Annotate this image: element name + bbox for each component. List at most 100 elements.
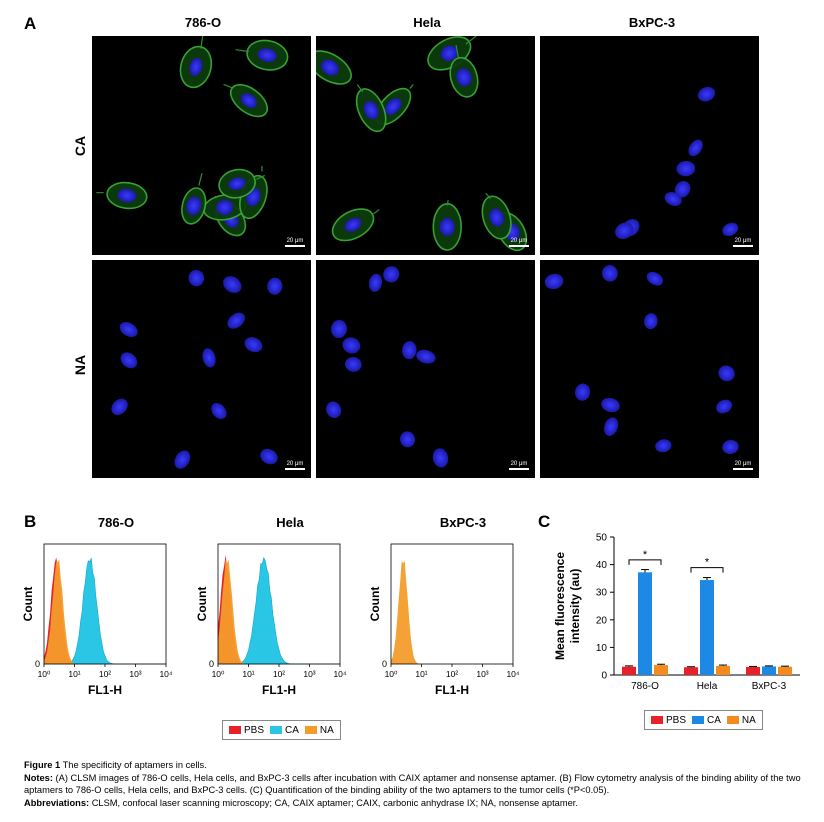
y-tick-label: 10 (596, 643, 608, 654)
bar-ca-1 (700, 580, 714, 675)
nucleus (211, 402, 227, 420)
cell (120, 352, 138, 369)
scale-bar-label: 20 μm (510, 238, 528, 244)
cell (601, 397, 620, 413)
nucleus (688, 139, 703, 157)
x-tick-label: 786-O (631, 681, 659, 692)
cell (218, 168, 266, 199)
cell (223, 83, 269, 118)
legend-item-ca: CA (692, 715, 721, 726)
legend-swatch-ca (270, 726, 283, 734)
y-axis-label: Mean fluorescence (553, 552, 567, 660)
cell (342, 337, 361, 354)
bar-ca-2 (762, 666, 776, 675)
cell (644, 313, 658, 330)
cell (202, 194, 254, 221)
legend-label-na: NA (741, 714, 756, 726)
row-label-ca: CA (72, 135, 88, 157)
legend-item-pbs: PBS (651, 715, 686, 726)
x-tick-label: BxPC-3 (752, 681, 787, 692)
cell (174, 450, 191, 469)
histogram-na (44, 559, 166, 664)
y-tick-label: 20 (596, 615, 608, 626)
bar-na-0 (654, 665, 668, 675)
cell (383, 266, 400, 283)
cell (646, 271, 664, 286)
nucleus (363, 101, 379, 120)
nucleus (674, 181, 691, 198)
nucleus (202, 348, 216, 368)
cell (602, 265, 618, 282)
nucleus (331, 319, 348, 339)
nucleus (119, 322, 138, 338)
significance-bracket (628, 559, 662, 565)
legend-swatch-na (304, 726, 317, 734)
scale-bar: 20 μm (285, 461, 305, 470)
nucleus (223, 276, 242, 293)
significance-star: * (643, 549, 648, 561)
nucleus (489, 208, 504, 227)
cell (416, 349, 436, 364)
histogram-y-zero: 0 (209, 659, 214, 669)
cell (449, 45, 479, 98)
cell (181, 173, 207, 225)
cell (716, 399, 733, 414)
y-tick-label: 30 (596, 588, 608, 599)
cell (211, 402, 227, 420)
nucleus (644, 313, 658, 330)
row-label-na: NA (72, 354, 88, 376)
scale-bar: 20 μm (285, 238, 305, 247)
cell (227, 312, 245, 329)
nucleus (111, 398, 128, 415)
cell (688, 139, 703, 157)
legend-label-na: NA (319, 724, 334, 736)
legend-label-pbs: PBS (244, 724, 265, 736)
cell (722, 439, 739, 455)
figure-label: Figure 1 (24, 760, 61, 770)
histogram-y-zero: 0 (35, 659, 40, 669)
abbreviations-label: Abbreviations: (24, 797, 90, 808)
histogram-title-bxpc3: BxPC-3 (439, 515, 487, 530)
histogram-ylabel: Count (21, 587, 35, 622)
y-tick-label: 0 (601, 671, 607, 682)
nucleus (227, 312, 245, 329)
cell (119, 322, 138, 338)
column-title-786o: 786-O (184, 15, 222, 30)
legend-item-na: NA (726, 714, 756, 726)
cell (331, 319, 348, 339)
cell (235, 39, 289, 71)
x-tick-label: 10³ (303, 669, 315, 679)
legend-swatch-na (726, 716, 739, 724)
legend-item-pbs: PBS (229, 725, 264, 736)
nucleus (186, 196, 202, 216)
x-tick-label: 10¹ (68, 669, 80, 679)
scale-bar: 20 μm (509, 238, 529, 247)
scale-bar-label: 20 μm (734, 461, 752, 467)
nucleus (400, 431, 416, 448)
nucleus (676, 160, 696, 177)
bar-pbs-2 (746, 666, 760, 675)
scale-bar-label: 20 μm (286, 238, 304, 244)
nucleus (432, 448, 449, 468)
bar-chart-legend: PBS CA NA (644, 710, 763, 730)
bar-na-2 (778, 666, 792, 675)
legend-item-ca: CA (270, 725, 299, 736)
nucleus (385, 98, 402, 115)
nucleus (368, 273, 383, 292)
scale-bar-label: 20 μm (286, 461, 304, 467)
nucleus (216, 199, 234, 215)
micrograph-hela-ca: 20 μm (316, 36, 535, 255)
legend-label-ca: CA (707, 714, 721, 726)
notes-text: (A) CLSM images of 786-O cells, Hela cel… (24, 772, 801, 796)
bar-na-1 (716, 665, 730, 675)
nucleus (615, 222, 634, 239)
nucleus (342, 337, 361, 354)
x-tick-label: 10⁰ (212, 669, 225, 679)
figure-caption: Figure 1 The specificity of aptamers in … (24, 759, 814, 809)
nucleus (655, 439, 672, 453)
micrograph-786o-ca: 20 μm (92, 36, 311, 255)
x-tick-label: 10³ (129, 669, 141, 679)
